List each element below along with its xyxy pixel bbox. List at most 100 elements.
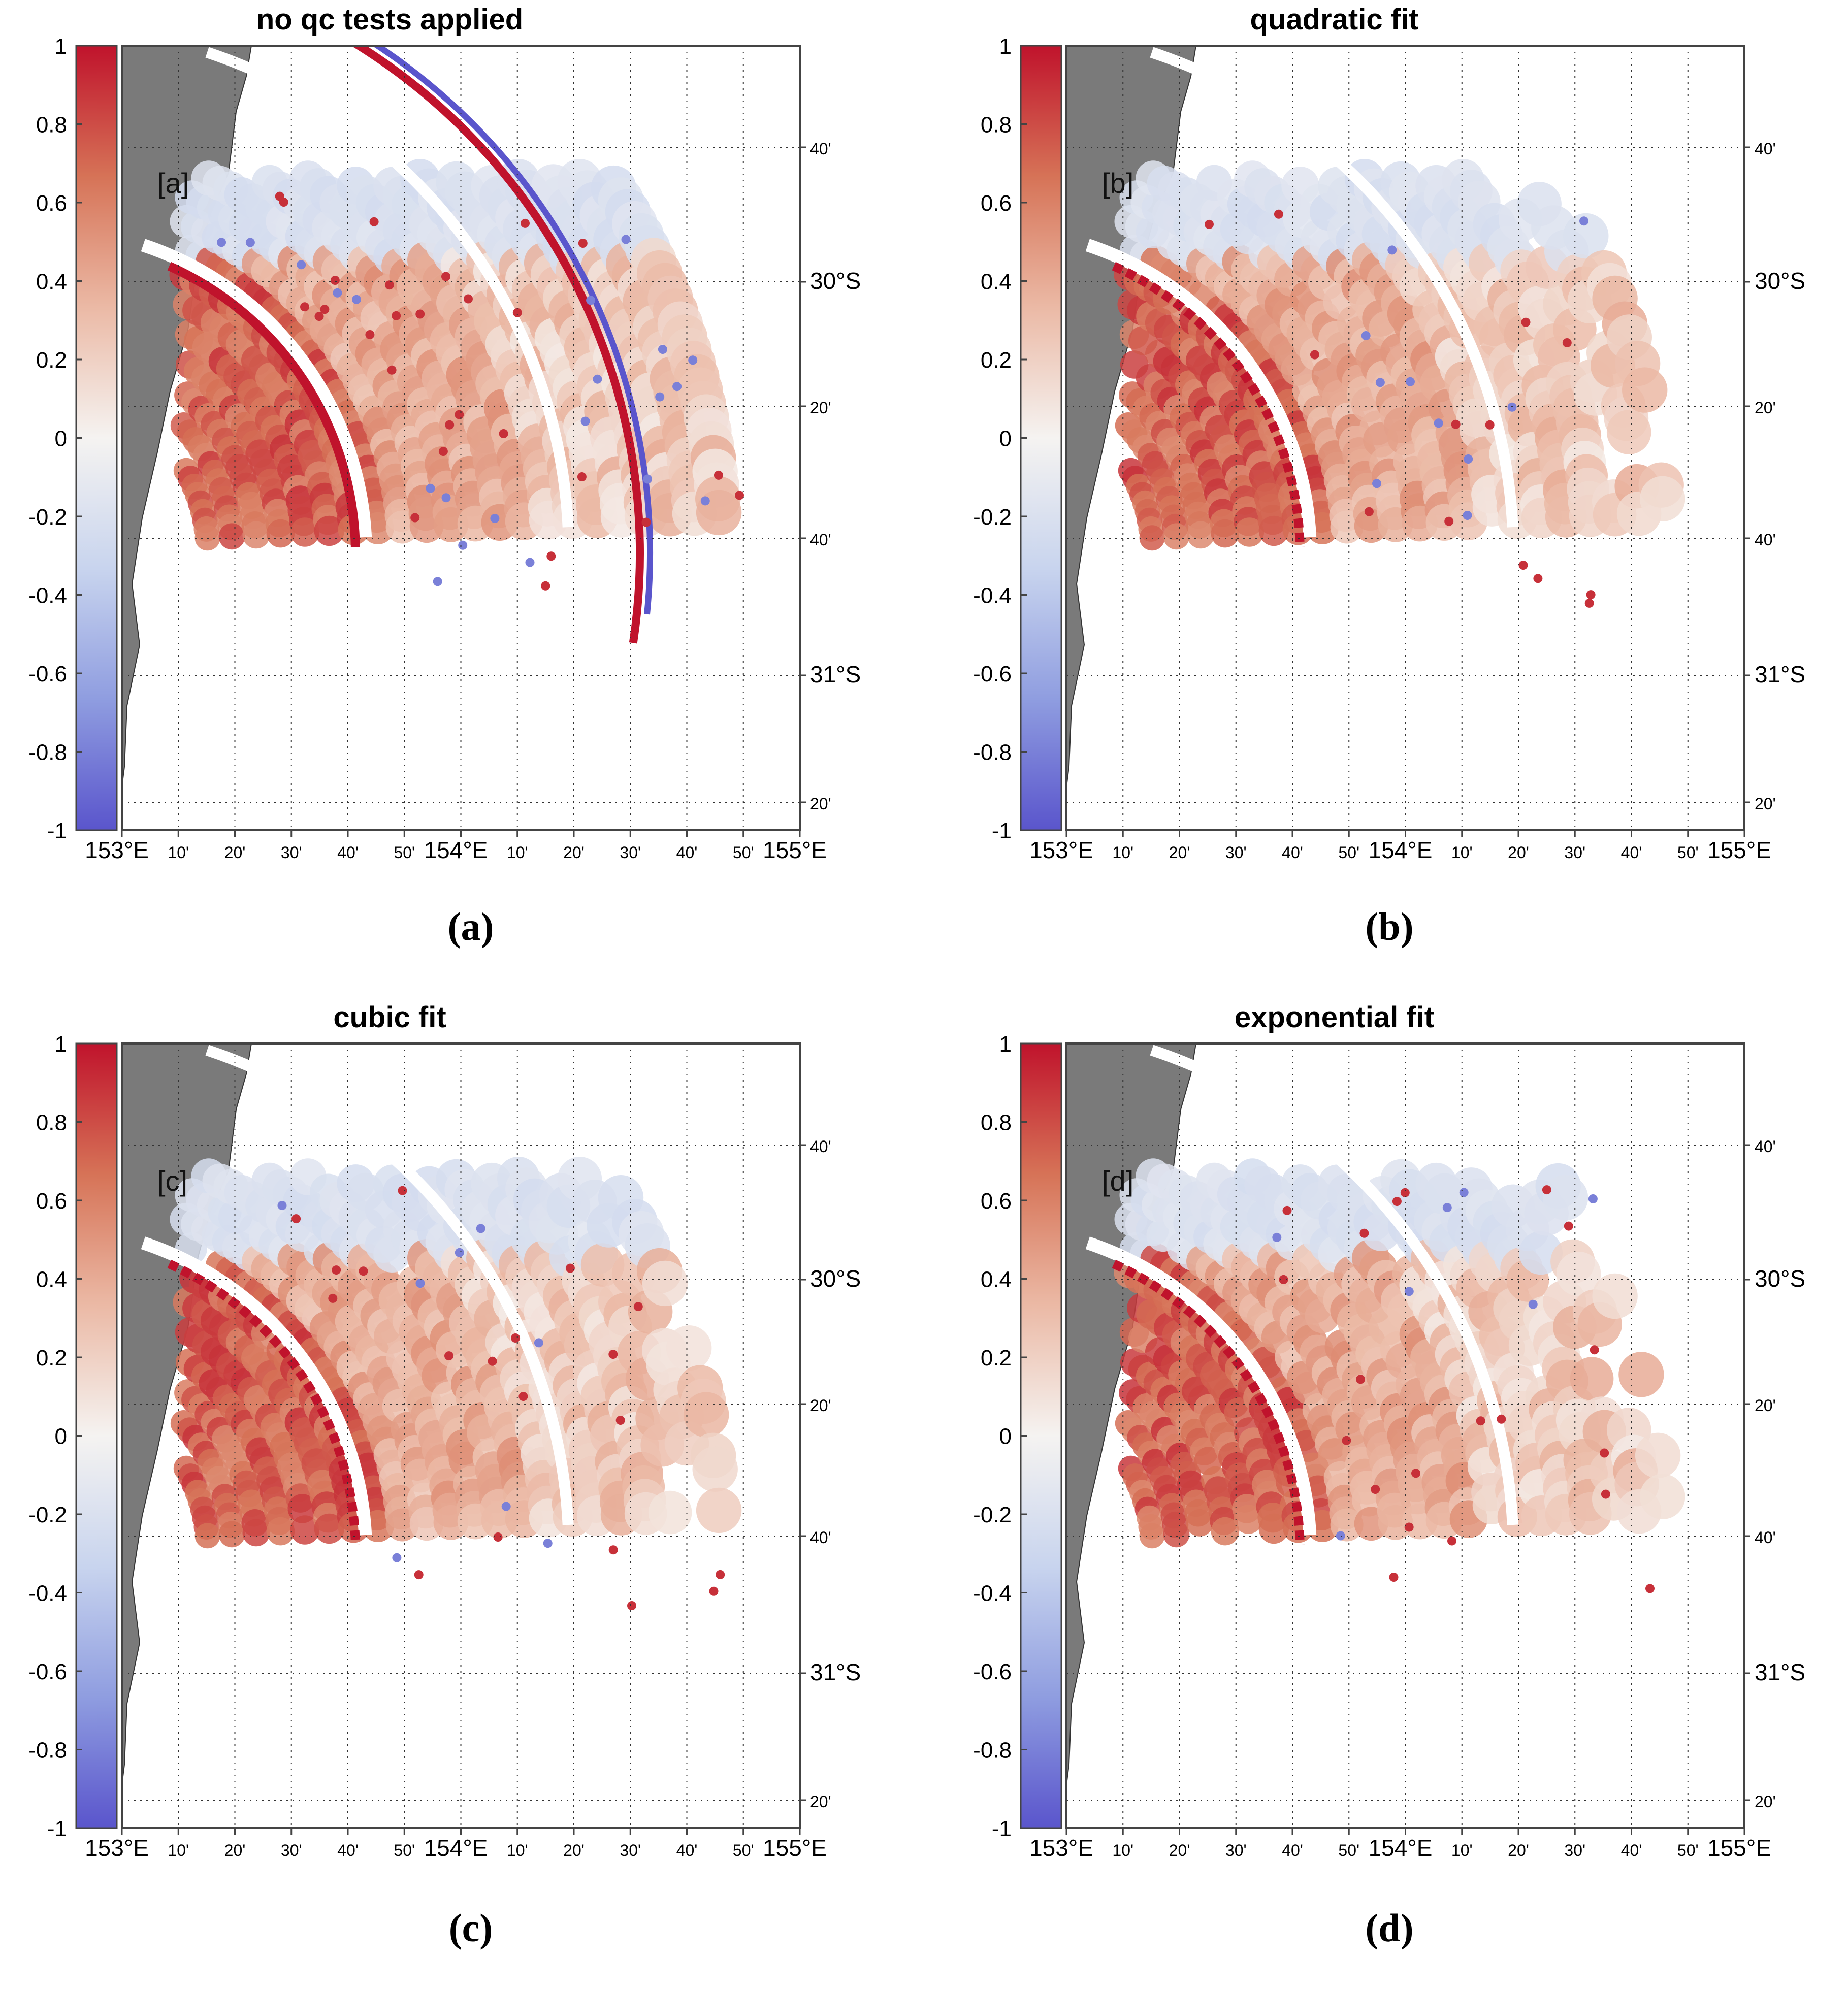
range-gap-0 (1085, 239, 1317, 538)
outlier-point (1564, 1221, 1573, 1231)
radial-velocity-cell (696, 1487, 742, 1534)
lon-tick-label: 153°E (1029, 1835, 1093, 1861)
lon-tick-label: 153°E (85, 837, 149, 863)
outlier-point (1447, 1536, 1456, 1546)
outlier-point (511, 1333, 521, 1343)
outlier-point (627, 1601, 636, 1610)
panel-tag: [a] (157, 167, 189, 199)
outlier-point (641, 517, 651, 527)
outlier-point (1205, 219, 1214, 229)
outlier-point (1464, 454, 1473, 464)
outlier-point (1364, 507, 1374, 516)
lat-tick-label: 20' (1755, 1792, 1776, 1811)
caption-b: (b) (1365, 904, 1414, 949)
outlier-point (655, 392, 665, 402)
radial-velocity-cell (1186, 1509, 1214, 1537)
lon-tick-label: 30' (1564, 843, 1585, 862)
lon-tick-label: 50' (733, 843, 754, 862)
velocity-field (1114, 1158, 1685, 1549)
lon-tick-label: 10' (1451, 843, 1473, 862)
outlier-point (499, 429, 508, 438)
colorbar-tick-label: -0.2 (973, 505, 1012, 530)
colorbar-tick-label: -0.6 (973, 1659, 1012, 1684)
lon-tick-label: 20' (1508, 843, 1529, 862)
outlier-point (441, 493, 451, 503)
outlier-point (1497, 1414, 1506, 1424)
colorbar-tick-label: 0.8 (36, 113, 67, 138)
caption-a: (a) (447, 904, 494, 949)
outlier-point (1588, 1194, 1598, 1203)
outlier-arc-inner (167, 262, 360, 547)
outlier-point (543, 1539, 553, 1548)
outlier-point (688, 355, 698, 365)
outlier-point (709, 1586, 719, 1596)
outlier-point (392, 1553, 402, 1562)
range-gap-0 (1085, 1236, 1317, 1536)
outlier-point (1361, 331, 1371, 340)
panel-tag: [b] (1102, 167, 1133, 199)
radial-velocity-cell (242, 521, 270, 549)
lon-tick-label: 10' (168, 1841, 189, 1860)
outlier-point (1356, 1375, 1365, 1384)
outlier-points (217, 191, 744, 591)
outlier-point (415, 1279, 425, 1288)
outlier-point (1444, 516, 1454, 526)
outlier-point (476, 1224, 485, 1233)
radial-velocity-cell (648, 1490, 692, 1535)
colorbar (75, 1042, 118, 1829)
lon-tick-label: 40' (1621, 843, 1642, 862)
radial-velocity-cell (692, 1446, 738, 1492)
range-gap-1 (1150, 1045, 1518, 1525)
radial-velocity-cell (314, 1513, 344, 1544)
map-svg: no qc tests applied [a] 153°E 10' 20' 30' 40' 5… (28, 3, 861, 863)
lon-tick-label: 153°E (85, 1835, 149, 1861)
outlier-point (1442, 1203, 1452, 1213)
lat-tick-label: 30°S (810, 1265, 861, 1292)
colorbar-tick-label: 0 (55, 427, 67, 451)
lat-tick-label: 20' (810, 1396, 831, 1415)
map-panel-d: exponential fit [d] 153°E 10' 20' 30' 40' 50' 15… (945, 998, 1848, 1892)
outlier-point (445, 420, 455, 430)
lon-tick-label: 50' (1338, 843, 1359, 862)
lon-tick-label: 20' (1508, 1841, 1529, 1860)
outlier-point (1389, 1573, 1399, 1582)
lon-tick-label: 154°E (424, 1835, 488, 1861)
lon-tick-label: 10' (507, 1841, 528, 1860)
range-gap-1 (205, 1045, 574, 1525)
outlier-point (1375, 378, 1385, 387)
outlier-point (1476, 1416, 1485, 1426)
radial-velocity-cell (287, 1494, 317, 1523)
outlier-point (1507, 402, 1517, 412)
lon-tick-label: 10' (1451, 1841, 1473, 1860)
outlier-point (735, 491, 744, 500)
radial-velocity-cell (666, 1325, 712, 1371)
outlier-point (1404, 1287, 1414, 1296)
lon-tick-label: 50' (1677, 843, 1699, 862)
lon-tick-label: 30' (1225, 1841, 1247, 1860)
colorbar-tick-label: 0 (999, 1424, 1012, 1449)
radial-velocity-cell (642, 1260, 688, 1307)
radial-velocity-cell (1635, 1432, 1681, 1478)
lat-tick-label: 40' (810, 140, 831, 158)
lon-tick-label: 153°E (1029, 837, 1093, 863)
lon-tick-label: 30' (1225, 843, 1247, 862)
lon-tick-label: 20' (1169, 843, 1190, 862)
colorbar-tick-label: -0.2 (28, 505, 67, 530)
outlier-point (1521, 317, 1531, 327)
outlier-point (518, 1392, 528, 1401)
colorbar-tick-label: -1 (47, 819, 67, 843)
outlier-point (1336, 1531, 1345, 1541)
outlier-point (1600, 1448, 1609, 1458)
radial-velocity-cell (1163, 1521, 1190, 1548)
radial-velocity-cell (1211, 519, 1240, 548)
radial-velocity-cell (218, 523, 245, 550)
outlier-point (1404, 1522, 1414, 1532)
outlier-point (1279, 1275, 1288, 1284)
outlier-point (578, 239, 588, 248)
outlier-point (521, 218, 530, 228)
outlier-point (593, 374, 602, 384)
lat-tick-label: 31°S (810, 661, 861, 688)
map-svg: cubic fit [c] 153°E 10' 20' 30' 40' 50' 154°E 10'… (28, 1001, 861, 1861)
outlier-point (438, 447, 448, 456)
outlier-point (433, 577, 442, 586)
